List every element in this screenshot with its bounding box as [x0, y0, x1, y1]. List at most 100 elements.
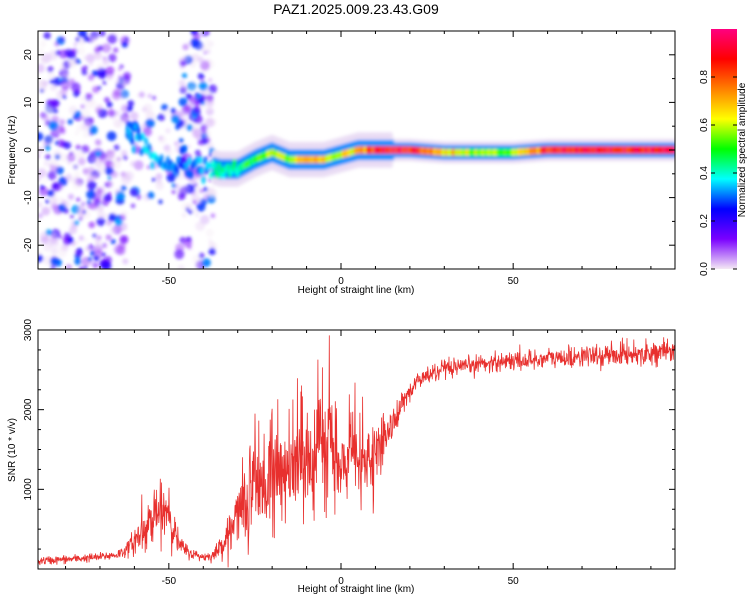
y-tick: 0 — [23, 147, 675, 153]
spectrogram-noise-cell — [43, 178, 48, 183]
spectrogram-noise-cell — [158, 199, 163, 204]
spectrogram-noise-cell — [38, 254, 44, 263]
spectrogram-noise-cell — [122, 155, 128, 161]
spectrogram-noise-cell — [64, 263, 72, 269]
y-tick-label: 1000 — [23, 478, 34, 501]
spectrogram-noise-cell — [155, 181, 165, 190]
spectrogram-noise-cell — [96, 217, 106, 227]
spectrogram-noise-cell — [86, 189, 96, 200]
spectrogram-noise-cell — [40, 235, 50, 245]
x-tick-label: 50 — [508, 276, 520, 287]
spectrogram-ridge-core — [150, 161, 155, 170]
x-tick: -50 — [162, 31, 177, 287]
snr-panel: -50 0 50 1000 2000 3000 Height of straight l… — [7, 318, 676, 595]
spectrogram-noise-cell — [199, 188, 204, 194]
spectrogram-noise-cell — [39, 40, 47, 48]
spectrogram-noise-cell — [208, 77, 213, 83]
spectrogram-noise-cell — [181, 72, 188, 79]
spectrogram-noise-cell — [165, 127, 171, 134]
y-tick: 3000 — [23, 318, 675, 341]
spectrogram-noise-cell — [192, 199, 198, 205]
spectrogram-noise-cell — [87, 203, 94, 210]
spectrogram-noise-cell — [38, 168, 47, 178]
spectrogram-noise-cell — [61, 73, 71, 82]
x-tick-label: -50 — [162, 276, 177, 287]
spectrogram-ridge-core — [136, 127, 141, 136]
spectrogram-noise-cell — [202, 42, 212, 52]
spectrogram-noise-cell — [170, 107, 177, 114]
spectrogram-noise-cell — [54, 140, 59, 145]
spectrogram-noise-cell — [119, 235, 129, 244]
spectrogram-noise-cell — [181, 212, 187, 218]
spectrogram-noise-cell — [47, 189, 55, 197]
spectrogram-noise-cell — [83, 237, 89, 243]
y-tick-label: 2000 — [23, 398, 34, 421]
spectrogram-noise-cell — [63, 141, 72, 150]
spectrogram-noise-cell — [38, 201, 43, 208]
spectrogram-noise-cell — [102, 56, 107, 61]
spectrogram-noise-cell — [122, 72, 132, 81]
spectrogram-noise-cell — [103, 193, 112, 202]
spectrogram-noise-cell — [98, 31, 106, 37]
spectrogram-noise-cell — [40, 87, 47, 93]
spectrogram-noise-cell — [161, 103, 168, 111]
spectrogram-noise-cell — [50, 256, 60, 266]
spectrogram-noise-cell — [43, 160, 49, 167]
spectrogram-ridge-core — [179, 146, 184, 155]
spectrogram-noise-cell — [49, 237, 60, 248]
colorbar-tick-label: 0.8 — [699, 70, 710, 84]
spectrogram-noise-cell — [138, 91, 145, 98]
spectrogram-noise-cell — [198, 252, 205, 259]
spectrogram-noise-cell — [124, 171, 135, 181]
spectrogram-noise-cell — [203, 186, 208, 192]
spectrogram-noise-cell — [82, 131, 90, 139]
colorbar-tick-label: 0.0 — [699, 262, 710, 276]
spectrogram-noise-cell — [83, 35, 90, 42]
spectrogram-noise-cell — [115, 218, 123, 226]
spectrogram-noise-cell — [76, 150, 86, 160]
spectrogram-ridge-core — [178, 160, 183, 169]
spectrogram-noise-cell — [59, 119, 66, 125]
colorbar-tick-label: 0.4 — [699, 166, 710, 180]
spectrogram-noise-cell — [190, 80, 195, 85]
spectrogram-ridge-core — [195, 156, 200, 164]
spectrogram-noise-cell — [75, 248, 84, 257]
spectrogram-noise-cell — [203, 193, 210, 201]
spectrogram-noise-cell — [108, 53, 117, 63]
spectrogram-noise-cell — [187, 41, 191, 46]
spectrogram-noise-cell — [186, 124, 194, 131]
spectrogram-noise-cell — [47, 171, 57, 181]
spectrogram-noise-cell — [72, 180, 82, 190]
spectrogram-noise-cell — [95, 241, 100, 247]
spectrogram-noise-cell — [155, 173, 163, 180]
spectrogram-noise-cell — [113, 144, 120, 151]
spectrogram-noise-cell — [146, 165, 151, 170]
spectrogram-noise-cell — [91, 173, 98, 179]
spectrogram-ridge-core — [207, 161, 212, 170]
spectrogram-ridge-core — [131, 145, 136, 154]
spectrogram-noise-cell — [38, 48, 44, 54]
spectrogram-noise-cell — [44, 154, 51, 161]
x-tick-label: 0 — [338, 276, 344, 287]
spectrogram-noise-cell — [43, 31, 51, 40]
spectrogram-noise-cell — [48, 120, 59, 131]
spectrogram-noise-cell — [133, 160, 144, 171]
spectrogram-noise-cell — [92, 233, 97, 238]
spectrogram-noise-cell — [47, 71, 56, 80]
spectrogram-noise-cell — [182, 43, 189, 51]
spectrogram-noise-cell — [94, 47, 101, 54]
spectrogram-noise-cell — [76, 59, 81, 64]
spectrogram-noise-cell — [49, 79, 54, 84]
spectrogram-noise-cell — [60, 36, 65, 41]
spectrogram-ridge-core — [139, 148, 144, 156]
spectrogram-noise-cell — [38, 132, 44, 142]
spectrogram-noise-cell — [106, 101, 113, 108]
spectrogram-noise-cell — [81, 108, 91, 119]
y-tick-label: -10 — [23, 190, 34, 205]
spectrogram-noise-cell — [73, 165, 78, 170]
spectrogram-noise-cell — [89, 62, 93, 67]
spectrogram-noise-cell — [189, 60, 197, 69]
spectrogram-noise-cell — [197, 56, 204, 63]
spectrogram-noise-cell — [94, 237, 100, 243]
spectrogram-noise-cell — [147, 93, 152, 99]
